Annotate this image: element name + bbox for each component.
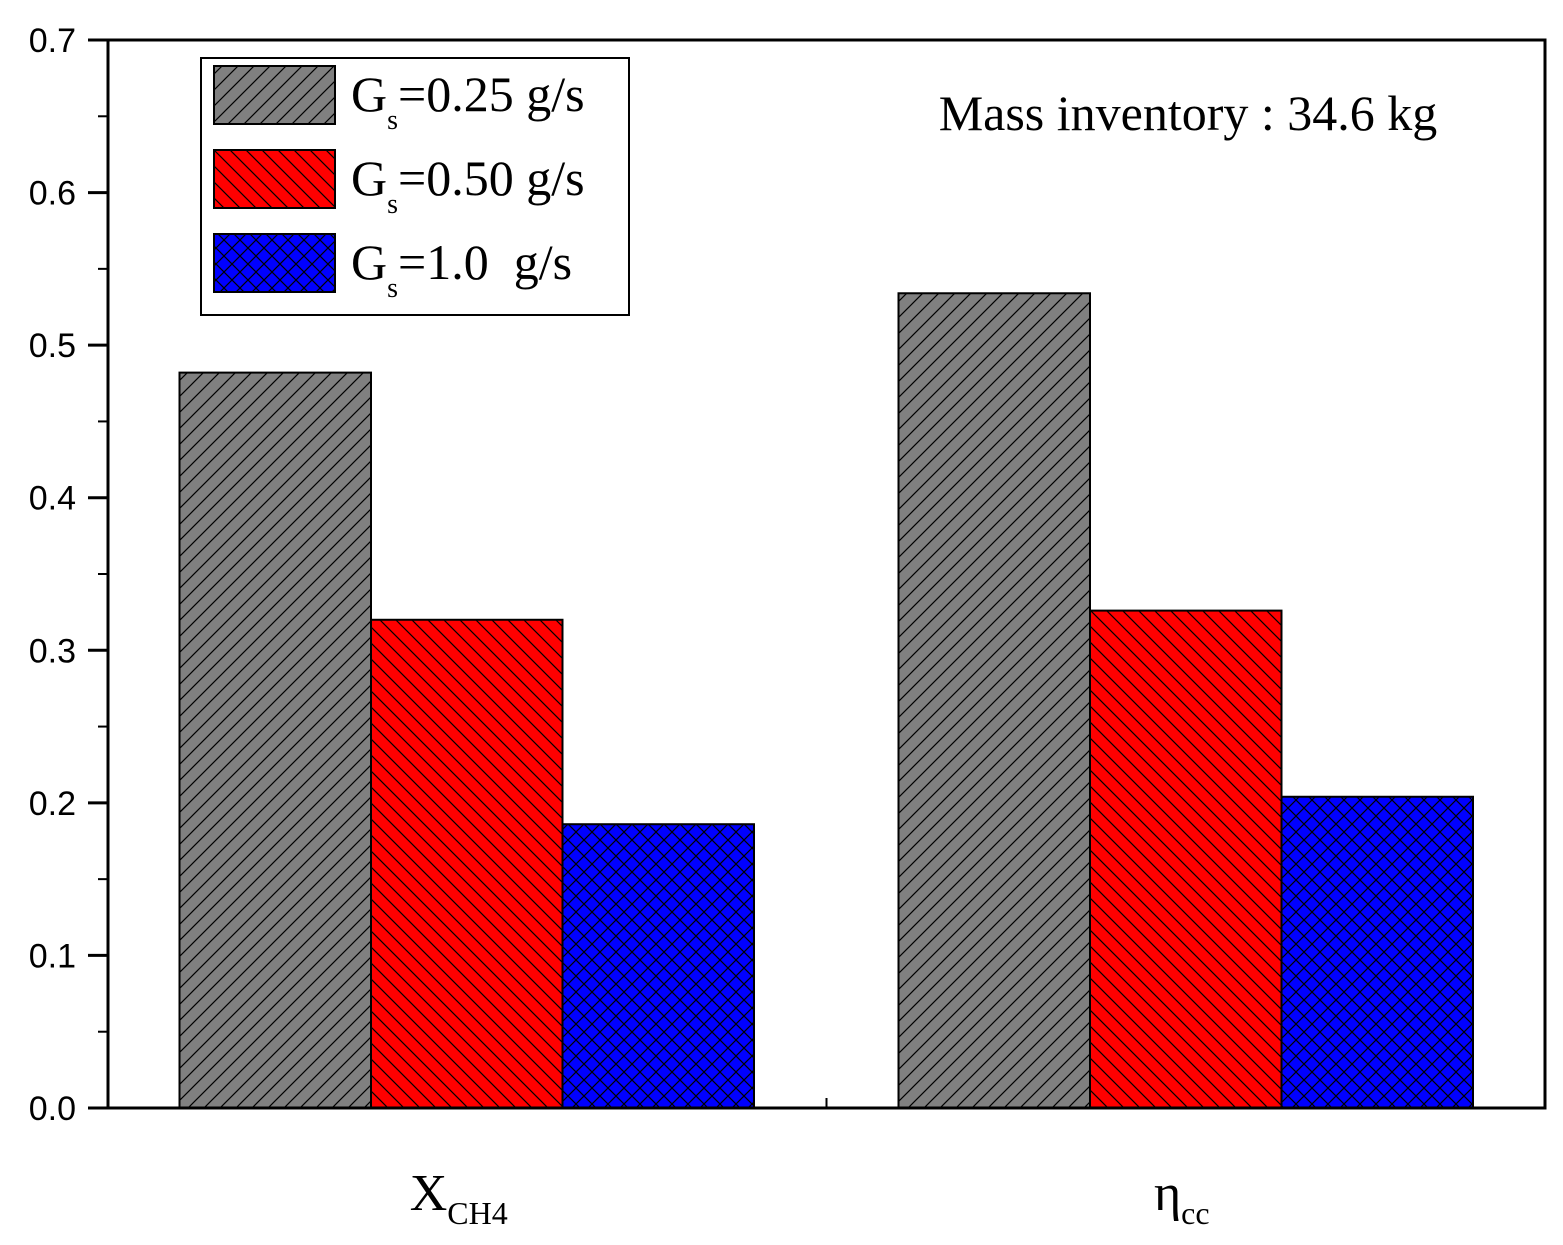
legend-label-main: G [351,66,387,122]
legend-label-sub: s [387,189,398,220]
bar-series-1-cat-1 [178,371,372,1109]
legend-label-3: Gs=1.0 g/s [351,234,572,304]
x-category-sub: CH4 [447,1195,507,1231]
x-category-main: η [1154,1165,1181,1222]
mass-inventory-annotation: Mass inventory : 34.6 kg [939,85,1438,141]
x-category-sub: cc [1181,1195,1209,1231]
legend-label-sub: s [387,105,398,136]
bar-series-1-cat-2 [897,292,1091,1110]
y-tick-label: 0.4 [29,480,76,518]
bar-series-3-cat-2 [1280,795,1474,1109]
legend-label-sub: s [387,273,398,304]
y-tick-label: 0.6 [29,175,76,213]
y-axis-ticks: 0.0 0.1 0.2 0.3 0.4 0.5 0.6 0.7 [29,22,108,1128]
x-category-main: X [410,1165,448,1222]
legend-label-main: G [351,150,387,206]
x-category-label: ηcc [1154,1165,1210,1231]
legend: Gs=0.25 g/sGs=0.50 g/sGs=1.0 g/s [200,57,630,316]
legend-label-main: G [351,234,387,290]
legend-label-rest: =0.25 g/s [398,66,585,122]
y-tick-label: 0.2 [29,785,76,823]
legend-label-1: Gs=0.25 g/s [351,66,585,136]
y-tick-label: 0.5 [29,327,76,365]
y-tick-label: 0.7 [29,22,76,60]
bars-group [178,292,1474,1110]
legend-swatch-2 [213,149,336,209]
x-axis-categories: XCH4 ηcc [410,1098,1210,1231]
legend-label-2: Gs=0.50 g/s [351,150,585,220]
x-category-label: XCH4 [410,1165,508,1231]
y-tick-label: 0.3 [29,632,76,670]
bar-series-2-cat-2 [1089,609,1283,1109]
y-tick-label: 0.0 [29,1090,76,1128]
legend-label-rest: =1.0 g/s [398,234,572,290]
bar-series-2-cat-1 [370,618,564,1109]
legend-label-rest: =0.50 g/s [398,150,585,206]
legend-swatch-3 [213,233,336,293]
y-tick-label: 0.1 [29,937,76,975]
legend-swatch-1 [213,65,336,125]
bar-series-3-cat-1 [561,823,755,1110]
